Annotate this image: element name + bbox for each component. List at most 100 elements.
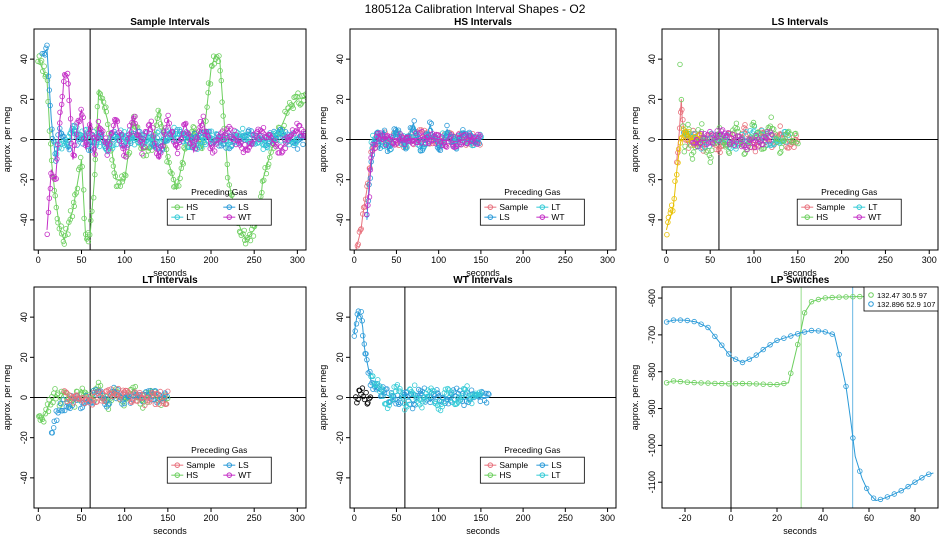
- data-point: [680, 123, 686, 129]
- data-point: [197, 138, 204, 145]
- data-point: [87, 125, 94, 132]
- data-point: [115, 385, 122, 392]
- data-point: [129, 135, 135, 141]
- data-point: [109, 129, 115, 136]
- data-point: [66, 97, 72, 104]
- x-tick-label: 200: [516, 255, 531, 265]
- y-tick-label: 40: [19, 312, 29, 322]
- data-point: [781, 335, 787, 341]
- data-point: [184, 130, 190, 136]
- data-point: [100, 393, 106, 399]
- data-point: [245, 132, 251, 138]
- data-point: [433, 401, 439, 407]
- data-point: [260, 124, 267, 131]
- x-tick-label: 0: [352, 255, 357, 265]
- data-point: [689, 156, 696, 162]
- data-point: [228, 126, 234, 132]
- y-tick-label: -20: [335, 431, 345, 444]
- data-point: [105, 130, 112, 137]
- data-point: [121, 171, 128, 178]
- data-point: [70, 199, 77, 206]
- x-tick-label: 60: [864, 513, 874, 523]
- data-point: [394, 140, 400, 146]
- data-point: [59, 408, 66, 414]
- data-point: [146, 399, 153, 405]
- data-point: [53, 396, 59, 402]
- x-tick-label: 100: [117, 513, 132, 523]
- data-point: [371, 381, 377, 387]
- data-point: [165, 112, 171, 119]
- data-point: [215, 58, 222, 64]
- data-point: [70, 400, 77, 406]
- data-point: [843, 294, 849, 300]
- data-point: [79, 163, 85, 170]
- x-tick-label: 150: [160, 255, 175, 265]
- data-point: [679, 106, 685, 113]
- data-point: [829, 331, 835, 337]
- data-point: [709, 140, 716, 147]
- data-point: [664, 231, 670, 238]
- data-point: [183, 120, 189, 127]
- data-point: [292, 93, 299, 100]
- data-point: [677, 61, 683, 68]
- data-point: [170, 176, 177, 183]
- data-point: [74, 185, 81, 192]
- data-point: [221, 136, 228, 143]
- data-point: [139, 398, 146, 405]
- data-point: [116, 138, 123, 144]
- legend-swatch-point: [487, 204, 494, 210]
- data-point: [203, 118, 209, 124]
- legend-box: [479, 456, 585, 484]
- data-point: [46, 397, 52, 403]
- data-point: [695, 143, 701, 150]
- data-point: [186, 144, 192, 150]
- data-point: [444, 391, 450, 397]
- series-hs: [677, 61, 801, 165]
- y-tick-label: 0: [19, 395, 29, 400]
- data-point: [779, 144, 785, 151]
- data-point: [93, 134, 100, 140]
- data-point: [762, 134, 769, 140]
- data-point: [351, 333, 357, 339]
- data-point: [241, 227, 247, 234]
- data-point: [363, 351, 369, 357]
- data-point: [225, 144, 231, 151]
- data-point: [138, 137, 145, 143]
- x-tick-label: 150: [473, 255, 488, 265]
- data-point: [445, 385, 451, 392]
- data-point: [297, 122, 303, 129]
- data-point: [372, 145, 378, 151]
- data-point: [683, 128, 689, 135]
- data-point: [357, 227, 364, 233]
- data-point: [117, 183, 123, 189]
- x-tick-label: 250: [247, 513, 262, 523]
- data-point: [379, 387, 385, 393]
- data-point: [785, 132, 792, 139]
- data-point: [270, 140, 277, 147]
- data-point: [83, 139, 89, 146]
- data-point: [447, 390, 453, 396]
- data-point: [52, 192, 58, 199]
- data-point: [44, 42, 50, 48]
- data-point: [758, 137, 764, 143]
- data-point: [836, 351, 842, 358]
- data-point: [428, 132, 434, 138]
- legend-swatch-point: [174, 472, 181, 478]
- data-point: [468, 387, 475, 393]
- data-point: [771, 126, 777, 132]
- legend-title: Preceding Gas: [191, 445, 247, 455]
- data-point: [767, 381, 773, 388]
- data-point: [690, 149, 697, 155]
- x-tick-label: 150: [473, 513, 488, 523]
- data-point: [429, 130, 436, 137]
- data-point: [390, 396, 396, 402]
- data-point: [114, 118, 121, 124]
- data-point: [366, 395, 373, 402]
- data-point: [364, 211, 370, 218]
- data-point: [360, 204, 367, 211]
- data-point: [153, 122, 160, 128]
- data-point: [674, 171, 680, 178]
- data-point: [144, 395, 151, 401]
- data-point: [753, 352, 759, 358]
- data-point: [781, 380, 787, 387]
